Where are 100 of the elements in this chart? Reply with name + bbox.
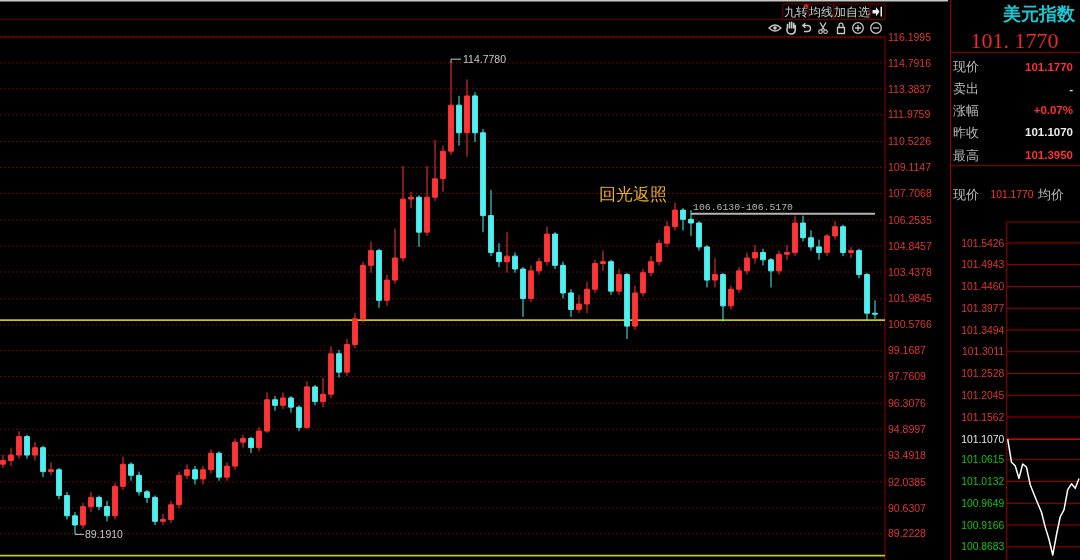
candlestick (848, 246, 854, 259)
candlestick (56, 467, 62, 500)
y-tick-label: 101.3494 (961, 324, 1005, 336)
text: 101.1770 (1025, 60, 1073, 73)
candlestick (832, 220, 838, 241)
candlestick (192, 465, 198, 485)
candlestick (744, 251, 750, 276)
y-tick-label: 101.1070 (961, 433, 1005, 445)
text: 现价 (953, 59, 979, 75)
y-tick-label: 101.2528 (961, 368, 1005, 380)
candlestick (128, 461, 134, 482)
annotation: 114.7780 (463, 52, 507, 65)
text: 卖出 (953, 81, 979, 97)
y-tick-label: 116.1995 (888, 30, 932, 43)
candlestick (112, 482, 118, 520)
y-tick-label: 104.8457 (888, 239, 932, 252)
candlestick (328, 345, 334, 399)
y-tick-label: 100.5766 (888, 318, 932, 331)
annotation: 89.1910 (85, 528, 124, 541)
y-tick-label: 111.9759 (888, 108, 931, 121)
y-tick-label: 109.1147 (888, 161, 932, 174)
candlestick (752, 244, 758, 265)
candlestick (216, 450, 222, 482)
y-tick-label: 90.6307 (888, 501, 927, 514)
candlestick (240, 434, 246, 449)
candlestick (72, 511, 78, 535)
candlestick (720, 272, 726, 323)
candlestick (8, 447, 14, 467)
candlestick (664, 220, 670, 248)
candlestick (560, 261, 566, 299)
text: 现价 (953, 186, 979, 202)
y-tick-label: 113.3837 (888, 82, 932, 95)
y-tick-label: 106.2535 (888, 213, 932, 226)
text: 101. 1770 (970, 27, 1059, 53)
candlestick (336, 349, 342, 379)
candlestick (160, 513, 166, 526)
candlestick (808, 229, 814, 252)
candlestick (512, 251, 518, 274)
candlestick (568, 288, 574, 318)
y-tick-label: 101.4943 (961, 259, 1005, 271)
button: 九转 (782, 3, 809, 20)
candlestick (456, 95, 462, 147)
candlestick (320, 377, 326, 408)
candlestick (624, 272, 630, 340)
y-tick-label: 92.0385 (888, 475, 927, 488)
line-series (1006, 438, 1080, 556)
button: 加自选 (833, 3, 871, 20)
y-tick-label: 101.2045 (961, 389, 1005, 401)
y-tick-label: 101.9845 (888, 292, 932, 305)
candlestick (40, 445, 46, 478)
candlestick (632, 285, 638, 331)
y-tick-label: 103.4378 (888, 265, 932, 278)
y-tick-label: 101.0615 (961, 454, 1005, 466)
candlestick (488, 189, 494, 257)
candlestick (344, 338, 350, 377)
candlestick (616, 268, 622, 296)
candlestick (696, 220, 702, 252)
y-tick-label: 94.8997 (888, 422, 927, 435)
text: 101.1070 (1025, 126, 1073, 139)
candlestick (552, 231, 558, 270)
candlestick (608, 259, 614, 296)
candlestick (352, 312, 358, 349)
candlestick (536, 257, 542, 276)
candlestick (432, 139, 438, 202)
y-tick-label: 100.9166 (961, 519, 1005, 531)
candlestick (16, 430, 22, 460)
candlestick (104, 500, 110, 522)
candlestick (272, 395, 278, 412)
candlestick (768, 257, 774, 288)
text: 101.1770 (990, 189, 1034, 200)
y-tick-label: 99.1687 (888, 344, 927, 357)
candlestick (48, 461, 54, 476)
text: 最高 (953, 147, 979, 163)
y-tick-label: 107.7068 (888, 187, 932, 200)
candlestick (208, 449, 214, 474)
candlestick (760, 248, 766, 266)
y-tick-label: 100.9649 (961, 497, 1005, 509)
candlestick (472, 91, 478, 143)
candlestick (24, 434, 30, 460)
candlestick (728, 285, 734, 311)
candlestick (96, 495, 102, 511)
candlestick (312, 384, 318, 406)
candlestick (592, 259, 598, 294)
candlestick (416, 194, 422, 248)
text: 101.3950 (1025, 149, 1073, 162)
candlestick (368, 240, 374, 274)
candlestick (200, 465, 206, 485)
candlestick (88, 491, 94, 513)
candlestick (544, 226, 550, 266)
candlestick (864, 272, 870, 322)
candlestick (80, 502, 86, 530)
candlestick (464, 78, 470, 158)
candlestick (264, 391, 270, 434)
candlestick (256, 426, 262, 452)
y-tick-label: 101.1562 (961, 411, 1005, 423)
candlestick (656, 239, 662, 266)
text: 均价 (1036, 186, 1064, 202)
candlestick (688, 209, 694, 237)
candlestick (248, 436, 254, 454)
text: +0.07% (1033, 104, 1073, 117)
